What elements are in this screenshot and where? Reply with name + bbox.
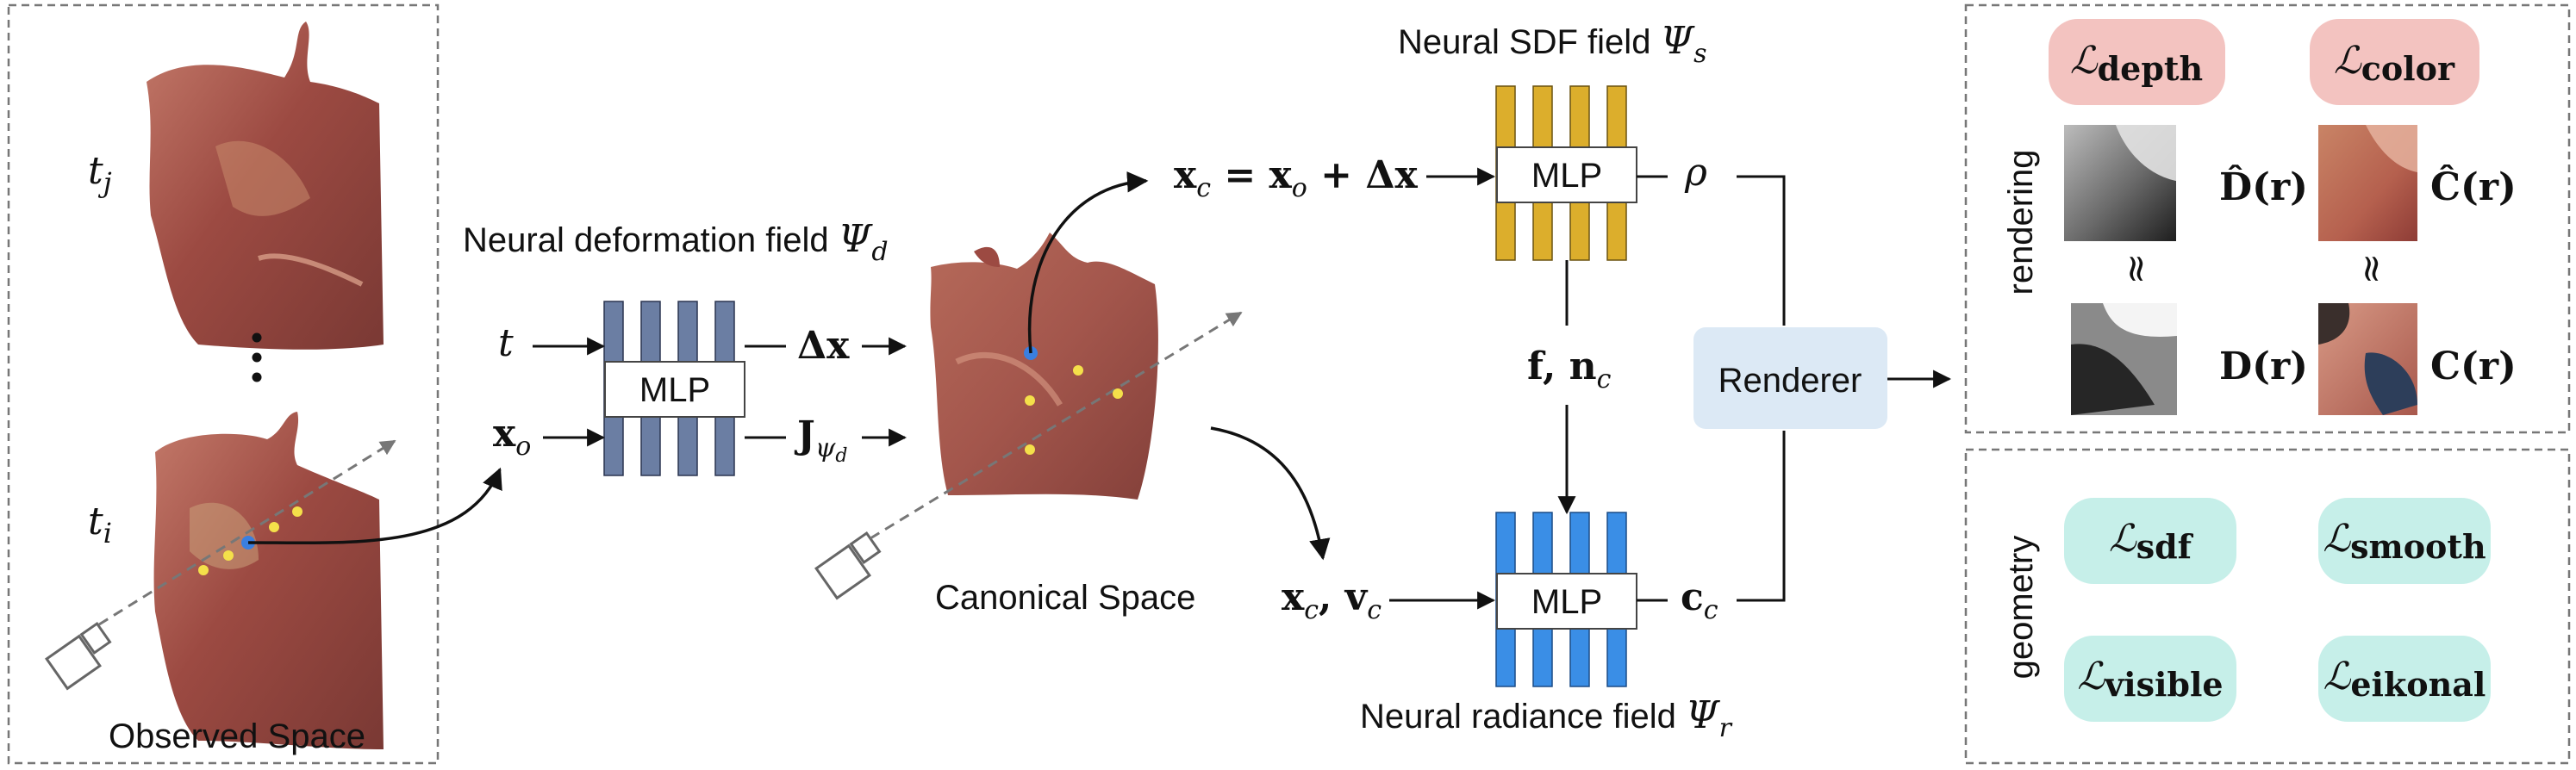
arrow-observed-to-xo: [247, 467, 502, 545]
radiance-field-title: Neural radiance field Ψr: [1360, 693, 1733, 743]
observed-space-panel: [7, 3, 440, 765]
gt-depth-label: D(r): [2219, 345, 2308, 388]
rendered-color-image: [2318, 125, 2417, 241]
sample-point: [292, 506, 303, 517]
deform-output-dx: Δx: [797, 324, 850, 368]
sample-point: [1073, 365, 1083, 376]
svg-text:MLP: MLP: [1531, 583, 1602, 621]
loss-visible-label: ℒvisible: [2077, 655, 2223, 704]
sample-point: [1025, 444, 1035, 455]
loss-depth-badge: [2049, 19, 2225, 105]
tissue-frame-ti: [153, 412, 384, 749]
sample-point: [223, 550, 234, 561]
radiance-output-c: cc: [1681, 575, 1718, 625]
gt-depth-image: [2071, 303, 2177, 415]
loss-color-label: ℒcolor: [2334, 39, 2455, 88]
arrow-canonical-to-radiance: [1210, 426, 1331, 561]
sdf-input-eq: xc = xo + Δx: [1174, 153, 1419, 203]
tissue-frame-tj: [147, 22, 384, 350]
gt-color-label: C(r): [2430, 345, 2517, 388]
rendered-color-label: Ĉ(r): [2430, 164, 2517, 209]
arrow-canonical-to-sdf: [1027, 171, 1149, 354]
renderer-box: [1693, 327, 1887, 429]
approx-symbol-color: ≈: [2350, 253, 2394, 285]
observed-space-label: Observed Space: [109, 717, 365, 755]
rho-to-renderer-line: [1737, 175, 1786, 326]
loss-depth-label: ℒdepth: [2070, 39, 2203, 88]
sdf-feature-fn: f, nc: [1527, 345, 1612, 394]
time-label-ti: ti: [88, 500, 112, 550]
loss-eikonal-label: ℒeikonal: [2323, 655, 2486, 704]
svg-text:MLP: MLP: [639, 371, 710, 409]
deform-input-xo: xo: [493, 412, 531, 462]
deform-output-j: Jψd: [794, 413, 847, 467]
geometry-side-label: geometry: [2002, 536, 2040, 680]
svg-text:MLP: MLP: [1531, 157, 1602, 195]
ray-observed: [98, 439, 396, 626]
loss-sdf-badge: [2064, 498, 2236, 584]
loss-smooth-label: ℒsmooth: [2323, 517, 2486, 566]
time-label-tj: tj: [88, 149, 112, 199]
rendering-loss-panel: [1964, 3, 2571, 434]
sample-point: [198, 565, 209, 575]
camera-icon-observed: [45, 621, 112, 691]
sdf-output-rho: ρ: [1684, 151, 1707, 195]
rendered-depth-label: D̂(r): [2219, 164, 2308, 209]
sdf-mlp: MLP: [1495, 85, 1637, 261]
radiance-mlp: MLP: [1495, 512, 1637, 687]
deformation-mlp: MLP: [603, 301, 745, 476]
loss-eikonal-badge: [2318, 636, 2491, 722]
rendered-depth-image: [2064, 125, 2176, 241]
camera-icon-canonical: [814, 531, 882, 600]
deformation-field-title: Neural deformation field Ψd: [463, 217, 889, 267]
renderer-label: Renderer: [1718, 362, 1862, 400]
sample-point: [1113, 388, 1123, 399]
loss-sdf-label: ℒsdf: [2109, 517, 2194, 566]
ray-canonical: [870, 311, 1243, 540]
loss-visible-badge: [2064, 636, 2236, 722]
approx-symbol-depth: ≈: [2115, 253, 2159, 285]
loss-smooth-badge: [2318, 498, 2491, 584]
radiance-input-xv: xc, vc: [1282, 575, 1382, 625]
gt-color-image: [2318, 303, 2417, 415]
rendering-side-label: rendering: [2002, 149, 2040, 295]
sample-point: [269, 522, 279, 532]
canonical-space-label: Canonical Space: [935, 579, 1195, 617]
sample-point: [1025, 395, 1035, 406]
sdf-field-title: Neural SDF field Ψs: [1398, 19, 1707, 69]
deform-input-t: t: [498, 321, 514, 365]
tissue-canonical: [930, 233, 1158, 500]
c-to-renderer-line: [1737, 431, 1786, 602]
geometry-loss-panel: [1964, 448, 2571, 765]
loss-color-badge: [2310, 19, 2479, 105]
ellipsis-dots: [252, 332, 262, 382]
